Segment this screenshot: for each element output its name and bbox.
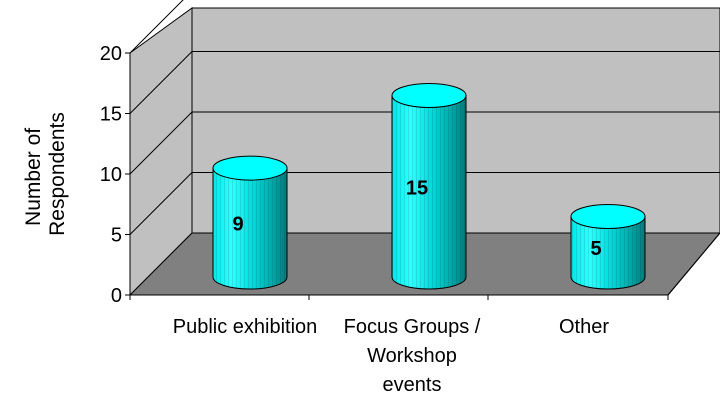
data-label: 5 [590,238,601,260]
y-tick-label: 15 [100,104,122,126]
x-axis-depth-line [667,232,720,296]
gridline [129,0,184,54]
y-axis-label-line-2: Respondents [46,112,69,236]
bar [212,155,288,290]
bar-top [570,204,646,229]
y-axis-label-line-1: Number of [22,128,45,226]
y-axis-label: Number of Respondents [22,112,69,236]
bar-top [212,155,288,181]
bar-top [391,83,467,108]
y-tick-label: 20 [100,43,122,65]
y-tick-label: 10 [100,164,122,186]
x-tick-label: Public exhibition [173,316,318,338]
data-label: 15 [406,177,428,199]
bar-body-stripes [213,168,287,289]
bar [570,204,646,290]
x-tick-label: Focus Groups / Workshop events [344,316,481,396]
data-label: 9 [232,214,243,236]
gridline [129,51,720,114]
bar [391,83,467,290]
y-tick-label: 0 [111,285,122,307]
y-tick-label: 5 [111,225,122,247]
gridline [129,111,720,175]
gridline [129,172,720,235]
bar-body-stripes [571,216,645,289]
bar-body-stripes [392,95,466,289]
x-tick-label: Other [559,316,609,338]
